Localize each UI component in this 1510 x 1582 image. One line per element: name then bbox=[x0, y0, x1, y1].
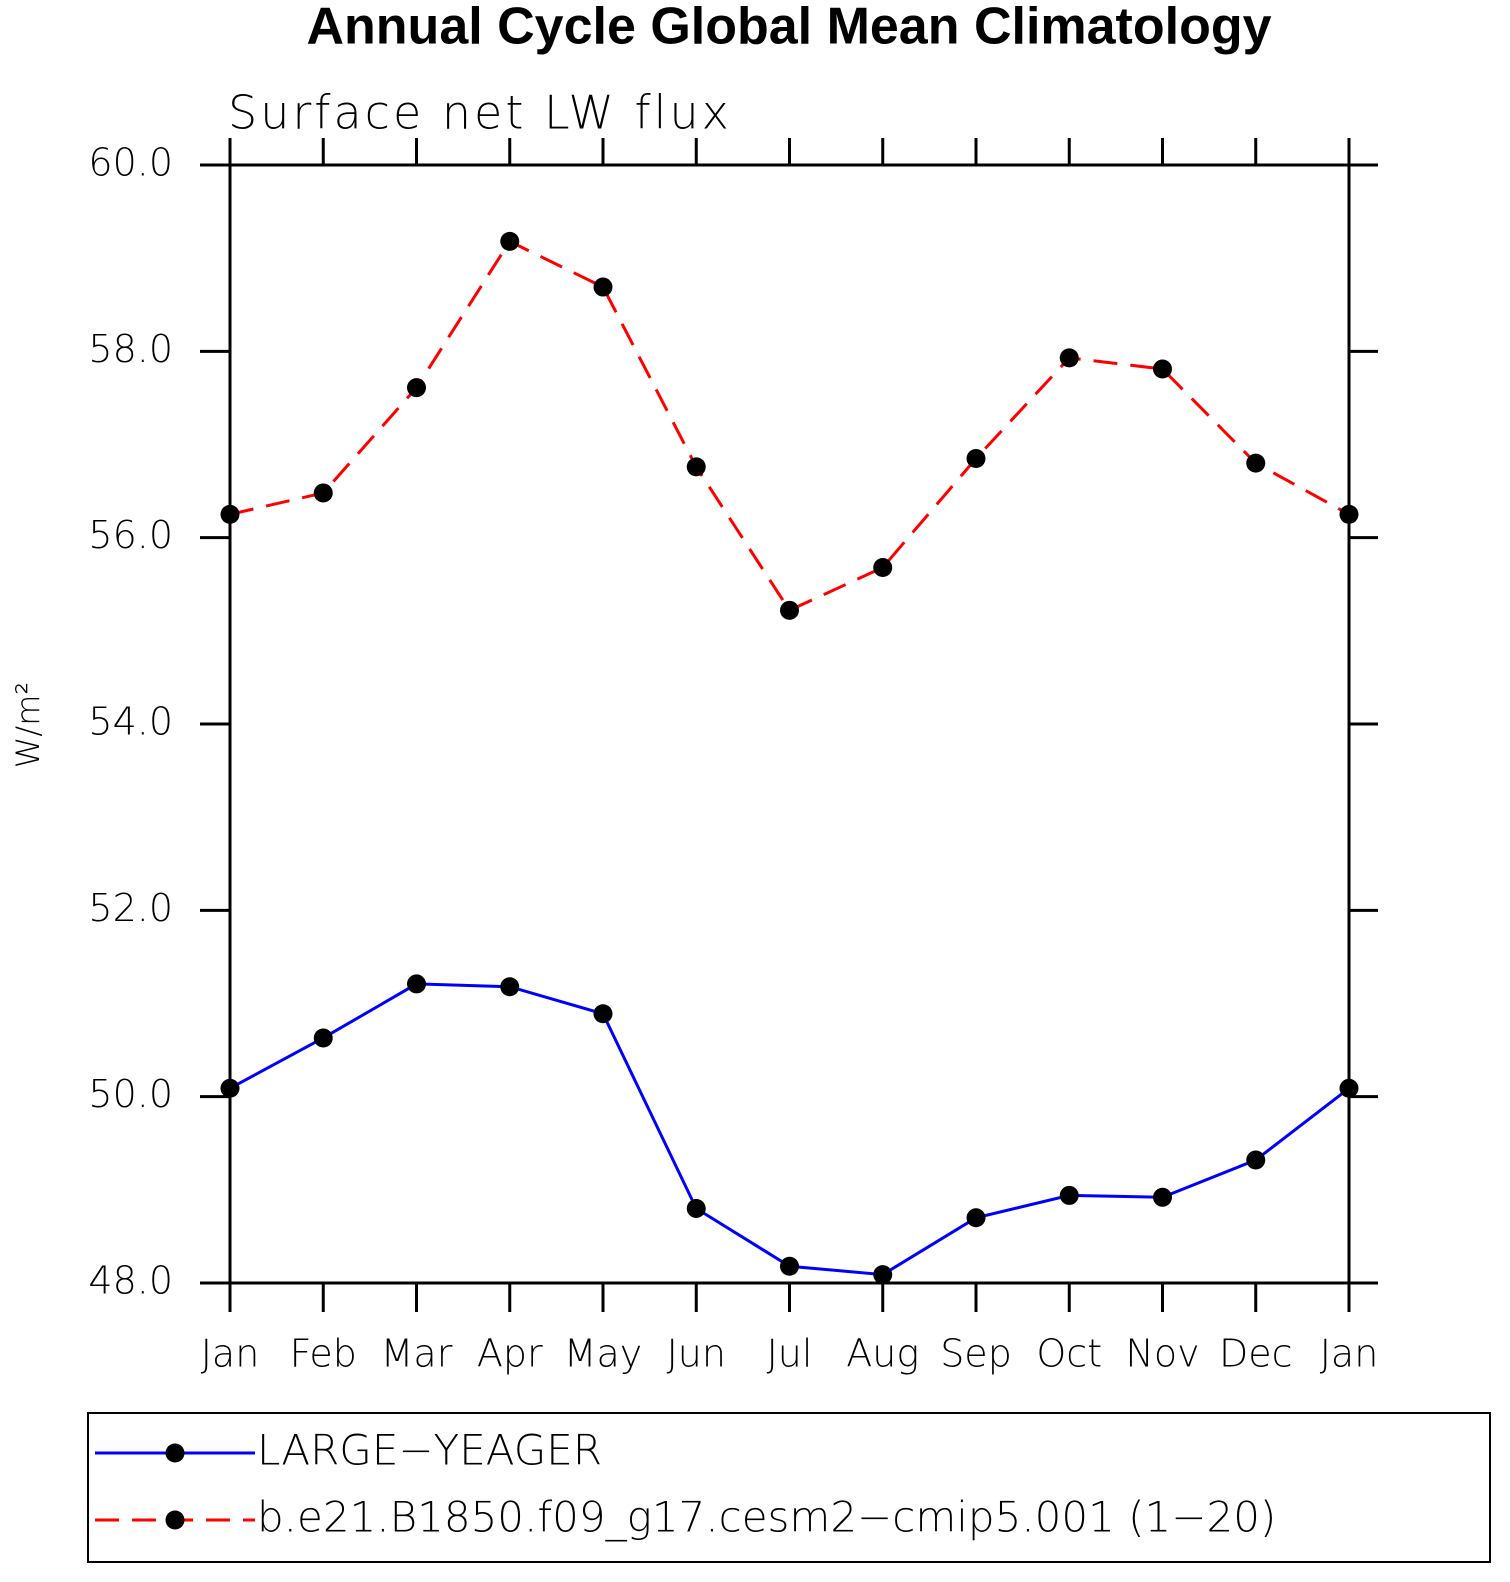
data-point bbox=[220, 1078, 240, 1098]
data-point bbox=[407, 974, 426, 994]
y-tick-label: 48.0 bbox=[88, 1259, 173, 1303]
data-point bbox=[873, 1265, 893, 1285]
data-point bbox=[780, 600, 799, 620]
legend-label: LARGE−YEAGER bbox=[257, 1426, 602, 1475]
x-tick-label: Jun bbox=[667, 1332, 726, 1376]
x-tick-label: Jan bbox=[1320, 1332, 1379, 1376]
data-point bbox=[1059, 348, 1079, 368]
data-point bbox=[1246, 1150, 1266, 1170]
data-point bbox=[593, 277, 613, 297]
data-point bbox=[686, 1198, 706, 1218]
y-axis-label: W/m² bbox=[9, 682, 47, 768]
x-tick-label: Jan bbox=[201, 1332, 260, 1376]
x-tick-label: Dec bbox=[1219, 1332, 1293, 1376]
series-line bbox=[229, 239, 1350, 613]
plot-frame bbox=[228, 163, 1351, 1285]
data-point bbox=[1246, 453, 1266, 473]
y-tick-label: 58.0 bbox=[88, 327, 173, 371]
data-point bbox=[1339, 1078, 1359, 1098]
x-tick-label: Jul bbox=[767, 1332, 813, 1376]
data-point bbox=[873, 557, 893, 577]
x-tick-label: Feb bbox=[290, 1332, 357, 1376]
data-point bbox=[313, 483, 333, 503]
legend-marker bbox=[165, 1443, 185, 1463]
y-tick-label: 54.0 bbox=[88, 700, 173, 744]
data-point bbox=[1339, 504, 1359, 524]
data-point bbox=[500, 231, 520, 251]
x-tick-label: Apr bbox=[477, 1332, 543, 1376]
x-tick-label: Sep bbox=[940, 1332, 1012, 1376]
data-point bbox=[966, 448, 986, 468]
y-tick-label: 50.0 bbox=[88, 1072, 173, 1116]
x-tick-label: May bbox=[564, 1332, 643, 1376]
data-point bbox=[593, 1004, 613, 1024]
data-point bbox=[686, 457, 706, 477]
y-tick-label: 56.0 bbox=[88, 513, 173, 557]
x-tick-label: Mar bbox=[381, 1332, 453, 1376]
data-point bbox=[407, 378, 426, 398]
chart-title: Annual Cycle Global Mean Climatology bbox=[306, 0, 1271, 56]
series-line bbox=[229, 982, 1350, 1277]
chart-subtitle: Surface net LW flux bbox=[228, 86, 732, 140]
data-point bbox=[1059, 1185, 1079, 1205]
x-tick-label: Nov bbox=[1125, 1332, 1199, 1376]
legend-box bbox=[87, 1412, 1491, 1563]
data-point bbox=[1153, 359, 1172, 379]
legend-label: b.e21.B1850.f09_g17.cesm2−cmip5.001 (1−2… bbox=[257, 1493, 1276, 1542]
x-tick-label: Oct bbox=[1036, 1332, 1102, 1376]
y-tick-label: 60.0 bbox=[88, 141, 173, 185]
y-tick-label: 52.0 bbox=[88, 886, 173, 930]
data-point bbox=[966, 1208, 986, 1228]
legend-marker bbox=[165, 1510, 185, 1530]
x-tick-label: Aug bbox=[846, 1332, 919, 1376]
data-point bbox=[500, 977, 520, 997]
data-point bbox=[220, 504, 240, 524]
data-point bbox=[780, 1256, 799, 1276]
data-point bbox=[313, 1028, 333, 1048]
data-point bbox=[1153, 1187, 1172, 1207]
